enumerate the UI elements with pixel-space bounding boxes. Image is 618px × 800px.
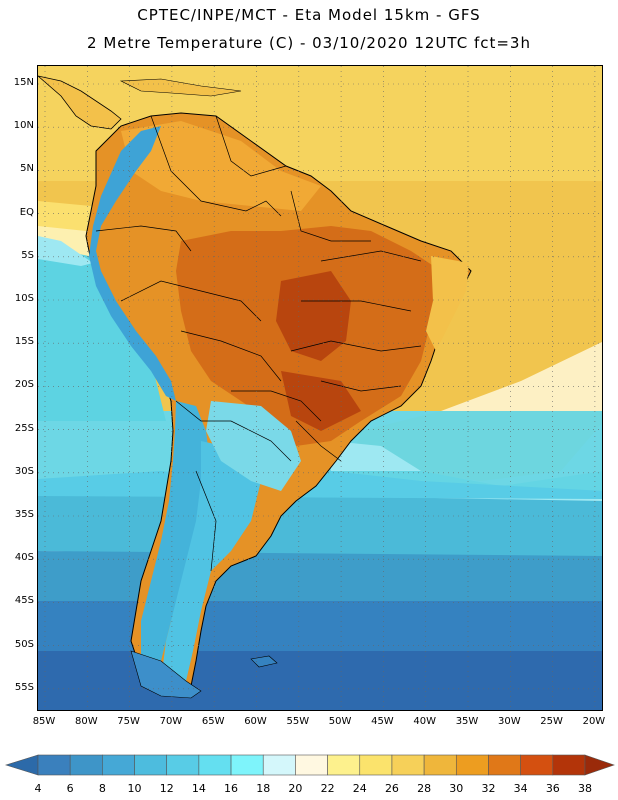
colorbar-tick-label: 34: [513, 782, 528, 795]
land-warm-north: [121, 121, 321, 211]
lat-label: 25S: [14, 422, 34, 434]
lon-label: 25W: [540, 716, 563, 727]
lon-label: 20W: [582, 716, 606, 727]
chart-title-line2: 2 Metre Temperature (C) - 03/10/2020 12U…: [87, 34, 531, 52]
lon-label: 65W: [201, 716, 225, 727]
colorbar-segment: [359, 754, 393, 776]
lat-label: 40S: [14, 552, 34, 564]
colorbar-segment: [520, 754, 554, 776]
lat-label: 50S: [14, 638, 34, 650]
colorbar-segment: [295, 754, 328, 776]
colorbar-segment: [423, 754, 457, 776]
lat-label: 20S: [14, 379, 34, 391]
land-caribbean-islands: [119, 78, 242, 97]
colorbar-arrow-high: [584, 754, 615, 776]
colorbar-tick-label: 12: [159, 782, 174, 795]
sea-pacific-pale: [38, 236, 93, 266]
colorbar-tick-label: 26: [384, 782, 399, 795]
colorbar-tick-label: 16: [224, 782, 239, 795]
colorbar-segment: [488, 754, 521, 776]
colorbar-segment: [198, 754, 232, 776]
sea-south-3: [38, 551, 602, 601]
colorbar-tick-label: 14: [191, 782, 206, 795]
lat-label: 30S: [14, 465, 34, 477]
colorbar-tick-label: 6: [66, 782, 74, 795]
lon-label: 80W: [74, 716, 98, 727]
lat-label: 35S: [14, 509, 34, 520]
lat-label: 15N: [13, 77, 34, 88]
land-patagonia: [161, 441, 261, 691]
colorbar-tick-label: 38: [578, 782, 592, 795]
lat-label: 15S: [14, 336, 34, 348]
lat-label: 5S: [21, 249, 34, 261]
colorbar-segment: [69, 754, 103, 776]
land-andes-south: [141, 401, 211, 681]
colorbar-tick-label: 30: [449, 782, 464, 795]
sea-south-5: [38, 651, 602, 710]
colorbar-segment: [455, 754, 489, 776]
colorbar-segment: [262, 754, 296, 776]
colorbar-arrow-low: [4, 754, 39, 776]
lon-label: 40W: [413, 716, 436, 727]
colorbar-tick-label: 18: [256, 782, 271, 795]
colorbar-tick-label: 32: [481, 782, 496, 795]
colorbar-tick-label: 20: [288, 782, 303, 795]
lon-label: 45W: [371, 716, 394, 727]
colorbar-tick-label: 8: [98, 782, 106, 795]
sea-south-2: [38, 491, 602, 561]
lat-label: 45S: [14, 595, 34, 607]
land-falklands: [250, 655, 278, 668]
colorbar-tick-label: 28: [417, 782, 432, 795]
lon-label: 55W: [286, 716, 310, 727]
lon-label: 35W: [455, 716, 479, 727]
colorbar-segment: [391, 754, 425, 776]
colorbar-tick-label: 22: [320, 782, 335, 795]
colorbar-segment: [327, 754, 361, 776]
sea-pacific-warm: [38, 226, 93, 261]
colorbar-tick-label: 24: [352, 782, 367, 795]
land-andes-north: [89, 126, 176, 401]
chart-title-line1: CPTEC/INPE/MCT - Eta Model 15km - GFS: [137, 6, 481, 24]
lon-label: 75W: [117, 716, 140, 727]
lon-label: 85W: [32, 716, 56, 727]
temperature-map: [37, 65, 603, 711]
lon-label: 50W: [328, 716, 352, 727]
colorbar-tick-label: 10: [127, 782, 142, 795]
sea-pacific-cool: [38, 246, 166, 421]
lon-label: 30W: [497, 716, 521, 727]
country-borders: [95, 115, 422, 572]
lon-label: 70W: [159, 716, 183, 727]
lat-label: 10S: [14, 293, 34, 304]
lat-label: EQ: [19, 206, 34, 218]
sea-atlantic-mid: [331, 441, 421, 471]
colorbar-tick-label: 36: [545, 782, 560, 795]
colorbar-segment: [102, 754, 135, 776]
land-south-tip: [130, 650, 202, 699]
lat-label: 5N: [20, 163, 34, 175]
colorbar-segment: [552, 754, 586, 776]
colorbar: [4, 754, 615, 776]
colorbar-segment: [230, 754, 264, 776]
land-central-america: [38, 75, 122, 130]
land-core-hot: [276, 271, 351, 361]
colorbar-segment: [134, 754, 168, 776]
sea-south-4: [38, 601, 602, 651]
land-pampas: [206, 401, 301, 491]
colorbar-segment: [166, 754, 200, 776]
lat-label: 55S: [14, 681, 34, 693]
colorbar-segment: [37, 754, 71, 776]
lon-label: 60W: [244, 716, 267, 727]
colorbar-tick-label: 4: [34, 782, 42, 795]
lat-label: 10N: [13, 120, 34, 132]
land-northeast-coast: [426, 256, 469, 351]
